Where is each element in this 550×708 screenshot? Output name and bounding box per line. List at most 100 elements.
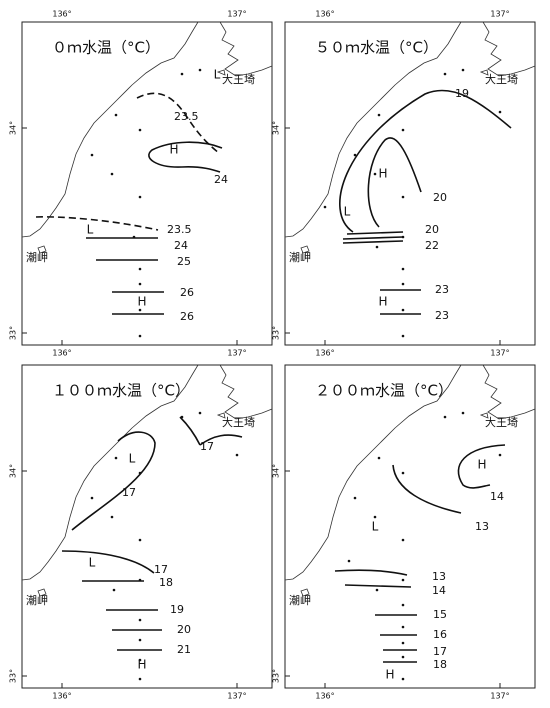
hl-marker: H: [378, 295, 387, 309]
station: [90, 496, 94, 500]
contour-label: 17: [200, 440, 214, 453]
station: [138, 658, 142, 662]
isotherm: [457, 444, 506, 489]
contour-label: 13: [475, 520, 489, 533]
station: [373, 515, 377, 519]
station: [377, 113, 381, 117]
contour-label: 23: [435, 283, 449, 296]
lat-label: 33°: [9, 326, 18, 340]
place-label: 潮岬: [289, 593, 311, 607]
isotherm: [199, 434, 243, 446]
isotherm: [344, 584, 412, 588]
station: [138, 638, 142, 642]
hl-marker: H: [137, 658, 146, 672]
station: [138, 308, 142, 312]
station: [138, 618, 142, 622]
panel-title: ０ｍ水温（°C）: [52, 39, 160, 57]
lat-label: 33°: [9, 669, 18, 683]
contour-label: 23.5: [174, 110, 199, 123]
station: [138, 334, 142, 338]
contour-label: 14: [432, 584, 446, 597]
isotherm: [392, 464, 462, 514]
station: [353, 496, 357, 500]
place-label: 大王埼: [222, 72, 255, 86]
contour-label: 19: [170, 603, 184, 616]
hl-marker: H: [378, 167, 387, 181]
coastline: [284, 364, 536, 597]
hl-marker: H: [385, 668, 394, 682]
panel-frame: [284, 21, 536, 346]
lon-label: 137°: [227, 349, 246, 358]
place-label: 潮岬: [289, 250, 311, 264]
lat-label: 33°: [272, 326, 281, 340]
map-panel: 136° 137°34°33°２００ｍ水温（°C）大王埼潮岬HLH14131314…: [272, 364, 536, 701]
isotherm: [334, 569, 408, 576]
contour-label: 17: [433, 645, 447, 658]
panel-title: ５０ｍ水温（°C）: [315, 39, 438, 57]
isotherm: [367, 137, 422, 228]
lon-label: 137°: [490, 10, 509, 19]
map-panel: 136° 137°34°33°１００ｍ水温（°C）大王埼潮岬LLH17171718…: [9, 364, 273, 701]
station: [401, 655, 405, 659]
contour-label: 22: [425, 239, 439, 252]
station: [180, 72, 184, 76]
station: [461, 411, 465, 415]
contour-label: 25: [177, 255, 191, 268]
contour-label: 15: [433, 608, 447, 621]
place-label: 大王埼: [485, 72, 518, 86]
hl-marker: L: [129, 452, 136, 466]
station: [138, 128, 142, 132]
lon-label: 137°: [227, 692, 246, 701]
contour-label: 21: [177, 643, 191, 656]
station: [353, 153, 357, 157]
isotherm: [346, 231, 404, 235]
hl-marker: L: [214, 68, 221, 82]
station: [110, 515, 114, 519]
lon-label: 136°: [52, 692, 71, 701]
coastline: [21, 364, 273, 597]
station: [401, 195, 405, 199]
station: [401, 578, 405, 582]
contour-label: 20: [433, 191, 447, 204]
contour-label: 18: [159, 576, 173, 589]
station: [323, 205, 327, 209]
place-label: 大王埼: [485, 415, 518, 429]
station: [375, 588, 379, 592]
station: [443, 415, 447, 419]
contour-label: 24: [214, 173, 228, 186]
lon-label: 136°: [315, 10, 334, 19]
station: [401, 471, 405, 475]
contour-label: 24: [174, 239, 188, 252]
station: [198, 411, 202, 415]
panel-title: １００ｍ水温（°C）: [52, 382, 190, 400]
station: [401, 334, 405, 338]
isotherm: [61, 550, 155, 574]
panel-title: ２００ｍ水温（°C）: [315, 382, 453, 400]
isotherm: [179, 416, 201, 446]
contour-label: 17: [122, 486, 136, 499]
contour-label: 14: [490, 490, 504, 503]
lon-label: 136°: [315, 692, 334, 701]
lat-label: 34°: [9, 464, 18, 478]
isotherm: [342, 236, 404, 240]
lon-label: 136°: [52, 10, 71, 19]
station: [347, 559, 351, 563]
contour-label: 16: [433, 628, 447, 641]
station: [498, 110, 502, 114]
lon-label: 136°: [315, 349, 334, 358]
station: [443, 72, 447, 76]
coastline: [284, 21, 536, 254]
station: [112, 588, 116, 592]
place-label: 潮岬: [26, 250, 48, 264]
panel-frame: [21, 364, 273, 689]
hl-marker: L: [89, 556, 96, 570]
hl-marker: L: [87, 223, 94, 237]
place-label: 潮岬: [26, 593, 48, 607]
station: [401, 282, 405, 286]
hl-marker: H: [169, 143, 178, 157]
station: [235, 453, 239, 457]
panel-frame: [284, 364, 536, 689]
station: [401, 641, 405, 645]
lat-label: 34°: [9, 121, 18, 135]
